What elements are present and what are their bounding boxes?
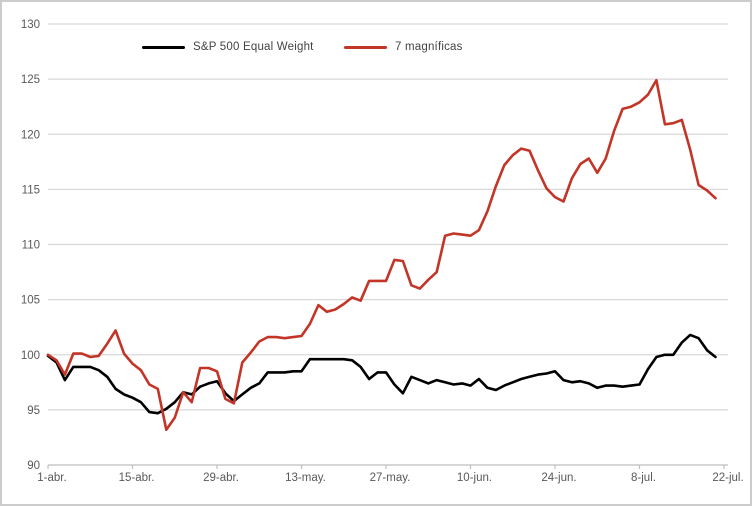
x-axis-tick-label: 27-may.: [370, 472, 411, 484]
y-axis-tick-label: 110: [22, 240, 40, 252]
x-axis-tick-label: 1-abr.: [37, 472, 66, 484]
y-axis-tick-label: 95: [27, 405, 40, 417]
y-axis-tick-label: 125: [21, 74, 40, 86]
series-line-7-magnificas: [46, 78, 717, 432]
x-axis-tick-label: 24-jun.: [541, 472, 576, 484]
series-line-sp500-equal-weight: [46, 333, 717, 415]
x-axis-tick-label: 29-abr.: [203, 472, 239, 484]
x-axis-tick-label: 13-may.: [285, 472, 326, 484]
legend-item-7-magnificas: 7 magníficas: [344, 39, 463, 55]
y-axis-tick-label: 90: [27, 460, 40, 472]
y-axis-tick-label: 120: [21, 129, 40, 141]
y-axis-tick-label: 115: [22, 184, 40, 196]
y-axis-tick-label: 105: [21, 295, 40, 307]
legend-swatch-black-line: [142, 45, 185, 49]
x-axis-tick-label: 15-abr.: [119, 472, 155, 484]
y-axis-tick-label: 100: [21, 350, 40, 362]
x-axis-tick-label: 10-jun.: [457, 472, 492, 484]
x-axis-tick-label: 8-jul.: [631, 472, 656, 484]
x-axis-tick-label: 22-jul.: [712, 472, 743, 484]
y-axis-tick-label: 130: [21, 19, 40, 31]
legend-swatch-red-line: [344, 45, 387, 49]
legend-label: 7 magníficas: [395, 41, 463, 53]
legend-item-sp500-equal-weight: S&P 500 Equal Weight: [142, 39, 314, 55]
legend-label: S&P 500 Equal Weight: [193, 41, 314, 53]
